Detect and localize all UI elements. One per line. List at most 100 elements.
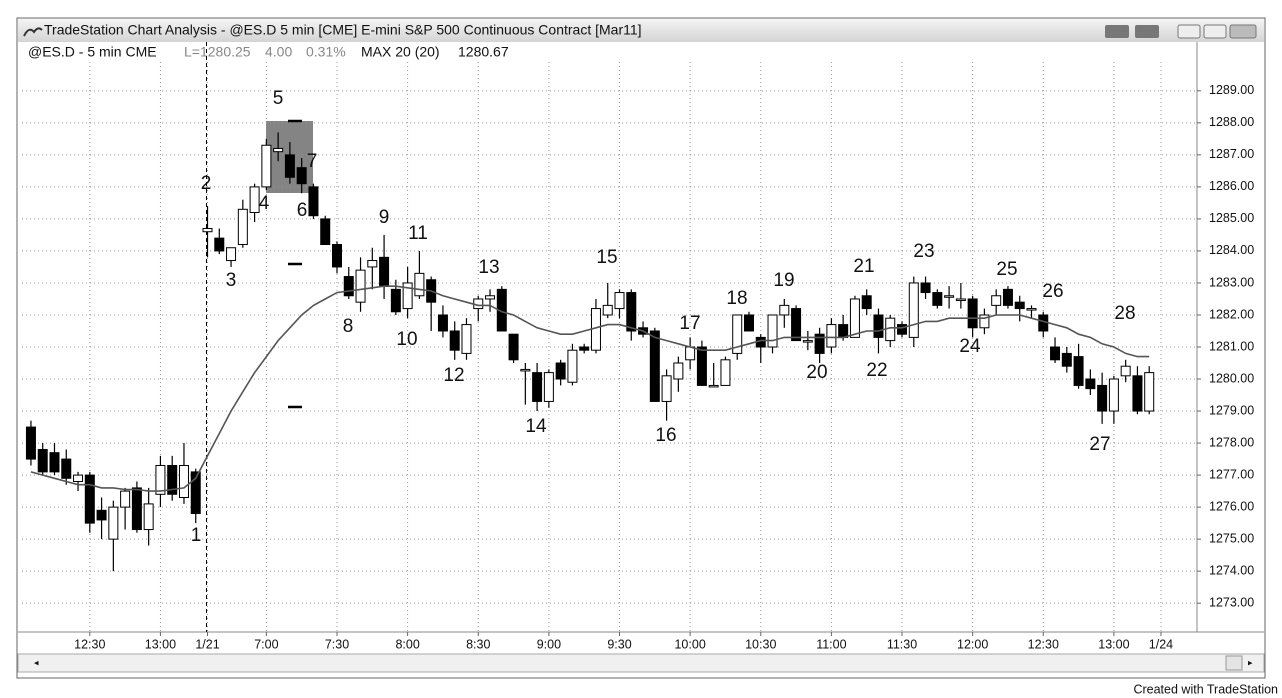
- candle-body: [61, 458, 72, 479]
- maximize-button[interactable]: [1203, 24, 1227, 39]
- minimize-button[interactable]: [1177, 24, 1201, 39]
- close-button[interactable]: [1229, 24, 1257, 39]
- x-tick-label: 9:30: [607, 637, 631, 651]
- x-tick-label: 12:00: [957, 637, 988, 651]
- candle-body: [190, 471, 201, 515]
- candle-body: [838, 324, 849, 338]
- candle-body: [261, 144, 272, 188]
- y-tick-label: 1281.00: [1209, 339, 1254, 353]
- annotation: 26: [1042, 281, 1063, 302]
- toolbar-button[interactable]: [1105, 25, 1129, 38]
- candle-body: [673, 362, 684, 380]
- y-tick-label: 1279.00: [1209, 403, 1254, 417]
- candle-body: [696, 346, 707, 386]
- annotation: 9: [379, 207, 390, 228]
- annotation: 23: [913, 241, 934, 262]
- change: 4.00: [265, 44, 292, 60]
- x-tick-label: 12:30: [1028, 637, 1059, 651]
- annotation: 24: [959, 336, 981, 357]
- candle-body: [555, 362, 566, 380]
- candle-body: [1050, 346, 1061, 361]
- candle-body: [767, 314, 778, 348]
- scroll-right[interactable]: ▸: [1248, 657, 1253, 667]
- scroll-left[interactable]: ◂: [34, 657, 39, 667]
- candle-body: [1002, 288, 1013, 306]
- candle-body: [920, 282, 931, 294]
- annotation: 12: [443, 365, 464, 386]
- window-title: TradeStation Chart Analysis - @ES.D 5 mi…: [44, 22, 642, 38]
- y-tick-label: 1274.00: [1209, 563, 1254, 577]
- candle-body: [967, 298, 978, 329]
- candle-body: [814, 333, 825, 354]
- y-tick-label: 1287.00: [1209, 147, 1254, 161]
- candle-body: [178, 464, 189, 499]
- candle-body: [167, 464, 178, 495]
- y-tick-label: 1285.00: [1209, 211, 1254, 225]
- candle-body: [908, 282, 919, 338]
- candle-body: [1144, 372, 1155, 412]
- y-tick-label: 1273.00: [1209, 595, 1254, 609]
- annotation: 17: [679, 313, 700, 334]
- candle-body: [226, 247, 237, 262]
- candle-body: [861, 295, 872, 310]
- candle-body: [37, 448, 48, 473]
- candle-body: [743, 314, 754, 332]
- candle-body: [732, 314, 743, 354]
- candle-body: [320, 218, 331, 246]
- candle-body: [532, 372, 543, 402]
- symbol: @ES.D - 5 min CME: [28, 44, 157, 60]
- candle-body: [1132, 375, 1143, 412]
- candle-body: [214, 237, 225, 252]
- x-tick-label: 12:30: [74, 637, 105, 651]
- candle-body: [308, 186, 319, 217]
- candle-body: [1085, 378, 1096, 390]
- candle-body: [414, 272, 425, 297]
- footer-credit: Created with TradeStation: [1133, 682, 1278, 696]
- y-tick-label: 1283.00: [1209, 275, 1254, 289]
- x-tick-label: 1/21: [195, 637, 219, 651]
- candle-body: [202, 228, 213, 233]
- candle-body: [944, 295, 955, 298]
- change-pct: 0.31%: [306, 44, 346, 60]
- x-tick-label: 10:30: [745, 637, 776, 651]
- y-tick-label: 1284.00: [1209, 243, 1254, 257]
- candle-body: [508, 333, 519, 361]
- y-tick-label: 1278.00: [1209, 435, 1254, 449]
- annotation: 22: [866, 360, 887, 381]
- candle-body: [237, 208, 248, 246]
- indicator-name: MAX 20 (20): [361, 44, 440, 60]
- candle-body: [991, 295, 1002, 306]
- candle-body: [897, 324, 908, 335]
- candle-body: [367, 260, 378, 268]
- annotation: 16: [655, 425, 676, 446]
- candle-body: [661, 375, 672, 402]
- annotation: 4: [259, 193, 270, 214]
- candle-body: [626, 292, 637, 332]
- annotation: 7: [307, 151, 318, 172]
- scrollbar[interactable]: [17, 653, 1265, 673]
- scroll-thumb[interactable]: [1225, 655, 1243, 671]
- candle-body: [343, 276, 354, 297]
- annotation: 28: [1114, 303, 1135, 324]
- candle-body: [120, 490, 131, 508]
- toolbar-button[interactable]: [1135, 25, 1159, 38]
- candle-body: [685, 346, 696, 361]
- candle-body: [84, 474, 95, 524]
- y-tick-label: 1276.00: [1209, 499, 1254, 513]
- candle-body: [449, 330, 460, 351]
- indicator-value: 1280.67: [458, 44, 509, 60]
- candle-body: [720, 359, 731, 386]
- x-tick-label: 8:30: [466, 637, 490, 651]
- candle-body: [331, 244, 342, 268]
- app-icon: [23, 27, 43, 37]
- candle-body: [602, 304, 613, 316]
- candle-body: [73, 474, 84, 482]
- annotation: 14: [525, 416, 547, 437]
- x-tick-label: 11:30: [887, 637, 917, 651]
- annotation: 25: [996, 259, 1017, 280]
- candle-body: [1108, 378, 1119, 412]
- candle-body: [543, 372, 554, 402]
- annotation: 15: [596, 247, 617, 268]
- window-frame: [16, 17, 1266, 679]
